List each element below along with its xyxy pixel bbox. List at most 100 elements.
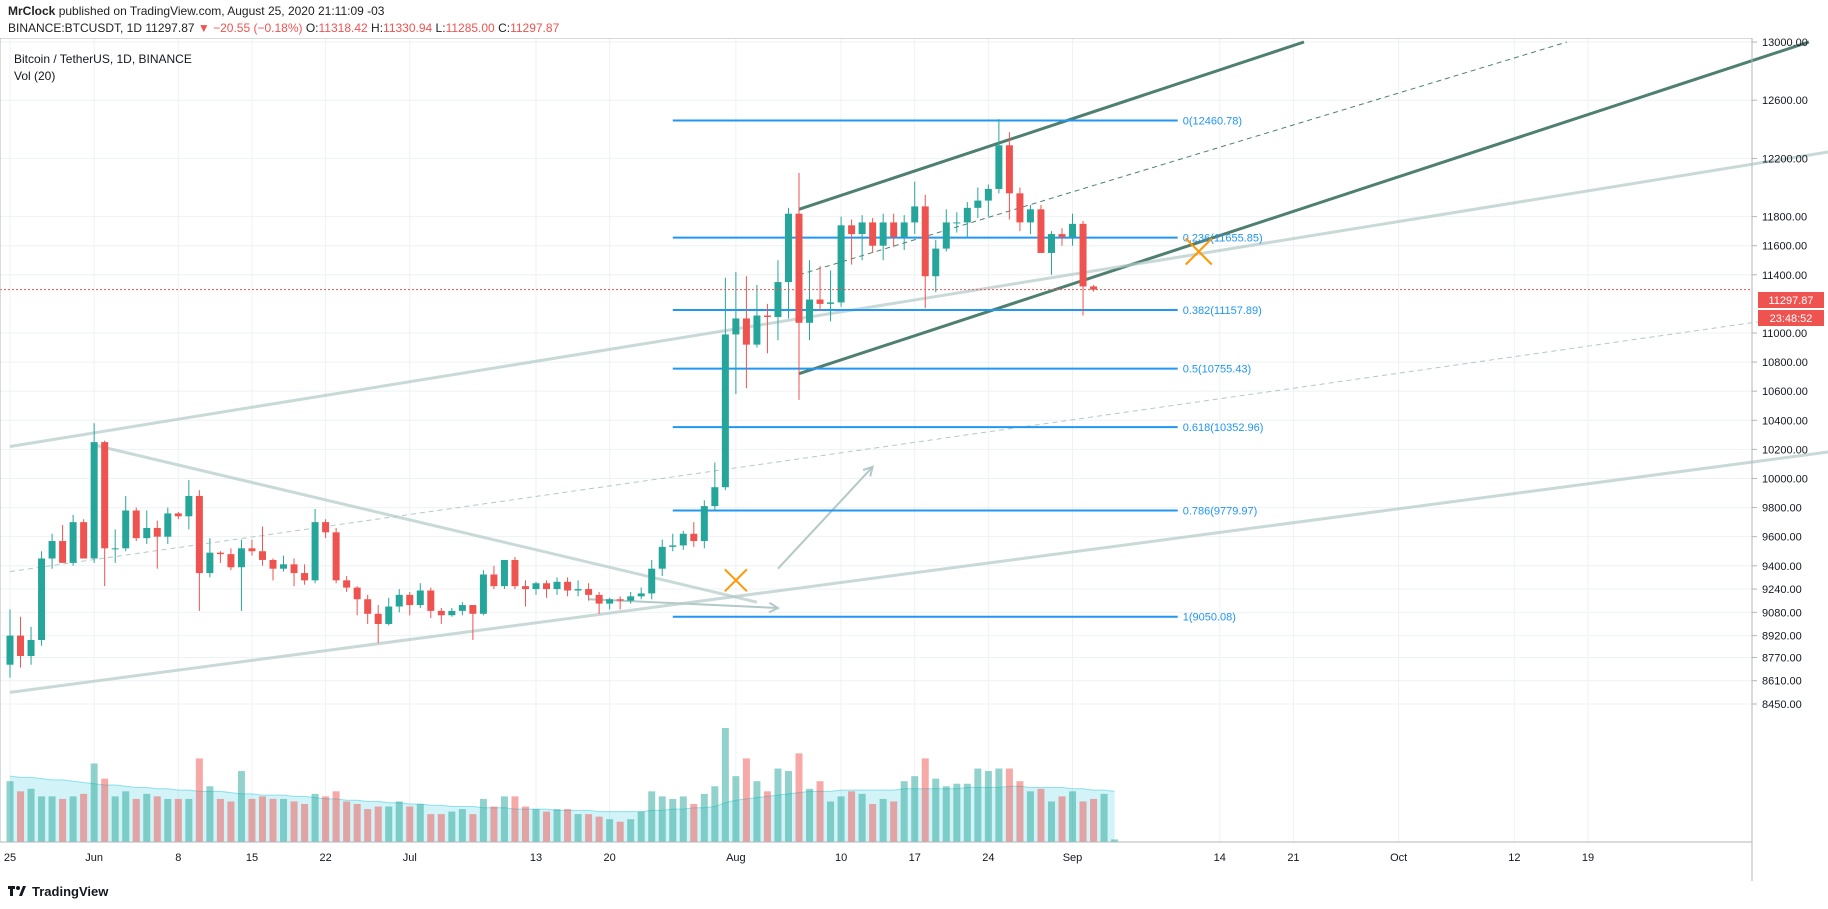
chart-legend: Bitcoin / TetherUS, 1D, BINANCE Vol (20) — [14, 52, 192, 83]
volume-bar — [679, 796, 687, 842]
time-tick-label: Jul — [403, 852, 417, 864]
candle-body — [59, 541, 67, 563]
candle-body — [185, 495, 193, 517]
candle-body — [153, 527, 161, 537]
candle-body — [932, 248, 940, 277]
volume-bar — [942, 786, 950, 842]
volume-bar — [911, 776, 919, 842]
candle-body — [122, 510, 130, 549]
candle-body — [80, 522, 88, 559]
candle-body — [553, 581, 561, 590]
candle-body — [658, 546, 666, 569]
volume-bar — [101, 778, 109, 842]
time-tick-label: 14 — [1214, 852, 1226, 864]
candle-body — [585, 589, 593, 595]
fib-level-label: 0.236(11655.85) — [1183, 233, 1263, 245]
volume-bar — [111, 796, 119, 842]
candle-body — [17, 635, 25, 656]
volume-bar — [490, 806, 498, 842]
price-tick-label: 12600.00 — [1762, 95, 1808, 107]
candle-body — [143, 527, 151, 539]
candle-body — [269, 559, 277, 569]
candle-body — [711, 487, 719, 507]
price-axis[interactable]: 13000.00 12600.00 12200.00 11800.00 11600.00… — [1752, 38, 1808, 711]
volume-bar — [784, 771, 792, 842]
volume-bar — [280, 798, 288, 842]
candle-body — [648, 568, 656, 594]
volume-bar — [1111, 839, 1119, 842]
trend-line — [9, 450, 1828, 694]
x-marker — [1185, 237, 1213, 266]
candle-body — [1079, 223, 1087, 287]
time-axis[interactable]: 25 Jun 8 15 22 Jul 13 20 Aug 10 17 24 Sep 14 21 Oct 12 19 — [4, 852, 1594, 864]
candle-body — [763, 315, 771, 317]
volume-bar — [763, 791, 771, 842]
candle-body — [637, 593, 645, 597]
volume-bar — [879, 798, 887, 842]
candle-body — [963, 207, 971, 223]
candle-body — [616, 599, 624, 601]
volume-bar — [38, 796, 46, 842]
volume-bar — [1058, 796, 1066, 842]
close-label: C: — [498, 21, 511, 35]
candle-body — [606, 599, 614, 604]
high-label: H: — [371, 21, 384, 35]
time-tick-label: 8 — [175, 852, 181, 864]
volume-bar — [1016, 781, 1024, 842]
candle-body — [385, 606, 393, 624]
candle-body — [806, 299, 814, 323]
volume-bar — [427, 814, 435, 842]
candle-body — [679, 533, 687, 546]
volume-bar — [437, 814, 445, 842]
price-chart[interactable]: 0(12460.78) 0.236(11655.85) 0.382(11157.89… — [0, 38, 1828, 881]
volume-bar — [806, 788, 814, 842]
candle-body — [6, 635, 14, 665]
volume-bar — [700, 793, 708, 842]
candle-body — [111, 548, 119, 550]
price-tick-label: 8450.00 — [1762, 699, 1802, 711]
candle-body — [784, 213, 792, 283]
time-tick-label: 22 — [319, 852, 331, 864]
volume-bar — [332, 791, 340, 842]
candle-body — [942, 222, 950, 249]
candle-body — [195, 495, 203, 574]
volume-bar — [827, 801, 835, 842]
volume-bar — [606, 819, 614, 842]
candle-body — [27, 639, 35, 656]
price-tick-label: 8610.00 — [1762, 676, 1802, 688]
trend-line-dashed — [9, 311, 1828, 573]
fib-level-label: 1(9050.08) — [1183, 612, 1236, 624]
volume-bar — [6, 781, 14, 842]
volume-bar — [984, 771, 992, 842]
volume-bar — [648, 791, 656, 842]
candle-body — [669, 545, 677, 547]
legend-title: Bitcoin / TetherUS, 1D, BINANCE — [14, 52, 192, 66]
candle-body — [574, 589, 582, 591]
fib-level-label: 0.618(10352.96) — [1183, 422, 1264, 434]
price-tick-label: 10600.00 — [1762, 386, 1808, 398]
drawings — [9, 40, 1828, 694]
volume-bar — [395, 801, 403, 842]
candle-body — [869, 222, 877, 246]
volume-bar — [69, 796, 77, 842]
candle-body — [311, 522, 319, 581]
candle-body — [1090, 286, 1098, 290]
candle-body — [995, 145, 1003, 189]
price-tags: 11297.87 23:48:52 — [1758, 292, 1824, 326]
volume-bar — [59, 798, 67, 842]
channel-median-line — [798, 41, 1568, 276]
candle-body — [774, 282, 782, 317]
time-tick-label: 20 — [604, 852, 616, 864]
open-value: 11318.42 — [318, 21, 368, 35]
last-price-tag-text: 11297.87 — [1768, 295, 1813, 307]
candle-body — [564, 581, 572, 591]
x-marker — [724, 568, 748, 593]
volume-bar — [711, 786, 719, 842]
volume-bar — [406, 806, 414, 842]
channel-line — [798, 40, 1810, 376]
countdown-tag-text: 23:48:52 — [1770, 313, 1813, 325]
volume-bar — [364, 809, 372, 842]
candle-body — [437, 610, 445, 616]
volume-bar — [690, 804, 698, 842]
price-tick-label: 11400.00 — [1762, 270, 1807, 282]
